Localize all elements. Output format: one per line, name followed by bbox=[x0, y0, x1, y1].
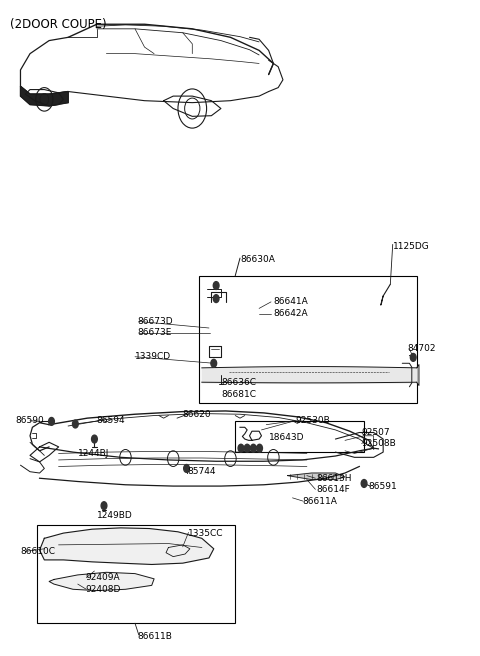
Text: 86641A: 86641A bbox=[274, 297, 308, 306]
Bar bbox=[37, 525, 235, 623]
Text: 92507: 92507 bbox=[362, 428, 390, 437]
Text: 84702: 84702 bbox=[407, 344, 435, 354]
Text: 86591: 86591 bbox=[369, 482, 397, 491]
Circle shape bbox=[213, 281, 219, 289]
Text: 86611B: 86611B bbox=[137, 632, 172, 641]
Text: 86594: 86594 bbox=[97, 417, 125, 425]
Circle shape bbox=[184, 464, 190, 472]
Text: 92408D: 92408D bbox=[85, 584, 120, 594]
Polygon shape bbox=[49, 572, 154, 590]
Circle shape bbox=[410, 354, 416, 361]
Text: 86681C: 86681C bbox=[221, 390, 256, 399]
Circle shape bbox=[211, 359, 216, 367]
Text: 1339CD: 1339CD bbox=[135, 352, 171, 361]
Circle shape bbox=[257, 444, 263, 452]
Text: 92530B: 92530B bbox=[295, 417, 330, 425]
Text: 92409A: 92409A bbox=[85, 573, 120, 582]
Circle shape bbox=[72, 420, 78, 428]
Text: (2DOOR COUPE): (2DOOR COUPE) bbox=[10, 18, 107, 31]
Circle shape bbox=[244, 444, 250, 452]
Polygon shape bbox=[21, 87, 68, 106]
Text: 1125DG: 1125DG bbox=[393, 242, 430, 251]
Text: 86613H: 86613H bbox=[316, 474, 352, 483]
Text: 18643D: 18643D bbox=[269, 432, 304, 441]
Text: 86636C: 86636C bbox=[221, 379, 256, 388]
Circle shape bbox=[213, 295, 219, 302]
Text: 86673E: 86673E bbox=[137, 328, 172, 337]
Polygon shape bbox=[288, 473, 345, 480]
Text: 86620: 86620 bbox=[183, 410, 211, 419]
Text: 86611A: 86611A bbox=[302, 497, 337, 506]
Text: 86630A: 86630A bbox=[240, 255, 275, 264]
Text: 86614F: 86614F bbox=[316, 485, 350, 494]
Text: 86673D: 86673D bbox=[137, 317, 173, 326]
Circle shape bbox=[238, 444, 244, 452]
Text: 86590: 86590 bbox=[16, 417, 45, 425]
Circle shape bbox=[92, 435, 97, 443]
Circle shape bbox=[48, 417, 54, 425]
Text: 1249BD: 1249BD bbox=[97, 511, 132, 520]
Text: 1244BJ: 1244BJ bbox=[78, 449, 109, 458]
Circle shape bbox=[251, 444, 256, 452]
Circle shape bbox=[361, 480, 367, 487]
Text: 85744: 85744 bbox=[188, 467, 216, 476]
Text: 92508B: 92508B bbox=[362, 439, 396, 448]
Text: 86642A: 86642A bbox=[274, 309, 308, 318]
Bar bbox=[235, 420, 364, 452]
Circle shape bbox=[101, 502, 107, 510]
Bar bbox=[199, 276, 417, 403]
Polygon shape bbox=[39, 528, 214, 564]
Text: 86610C: 86610C bbox=[21, 547, 56, 556]
Text: 1335CC: 1335CC bbox=[188, 529, 223, 539]
